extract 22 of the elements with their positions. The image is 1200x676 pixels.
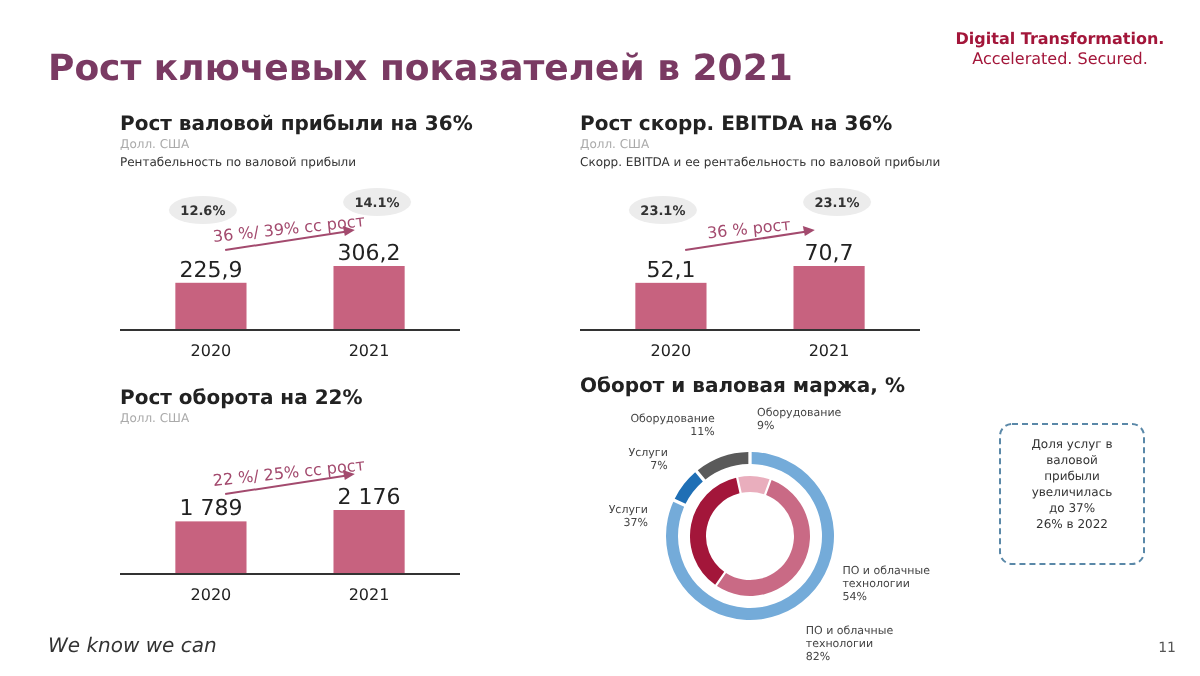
data-label: 306,2 <box>337 240 401 266</box>
chart-title: Оборот и валовая маржа, % <box>580 376 905 398</box>
data-label: 2 176 <box>337 484 401 510</box>
x-tick-label: 2020 <box>190 342 232 360</box>
text: 22 %/ 25% сс рост <box>212 456 367 490</box>
data-label: 52,1 <box>646 256 696 283</box>
data-label: 225,9 <box>179 256 243 283</box>
x-tick-label: 2021 <box>348 342 390 360</box>
chart-title: Рост валовой прибыли на 36% <box>120 114 473 136</box>
x-tick-label: 2021 <box>808 342 850 360</box>
text: 36 %/ 39% сс рост <box>212 212 367 246</box>
text: Digital Transformation. Accelerated. Secured. <box>955 30 1165 68</box>
chart-title: Рост оборота на 22% <box>120 388 363 410</box>
text: We know we can <box>48 636 217 658</box>
text: 36 % рост <box>706 215 793 243</box>
x-tick-label: 2020 <box>190 586 232 604</box>
x-tick-label: 2021 <box>348 586 390 604</box>
text: Рост ключевых показателей в 2021 <box>48 48 793 90</box>
data-label: 70,7 <box>804 240 854 266</box>
chart-title: Рост скорр. EBITDA на 36% <box>580 114 893 136</box>
data-label: 1 789 <box>179 495 243 522</box>
x-tick-label: 2020 <box>650 342 692 360</box>
